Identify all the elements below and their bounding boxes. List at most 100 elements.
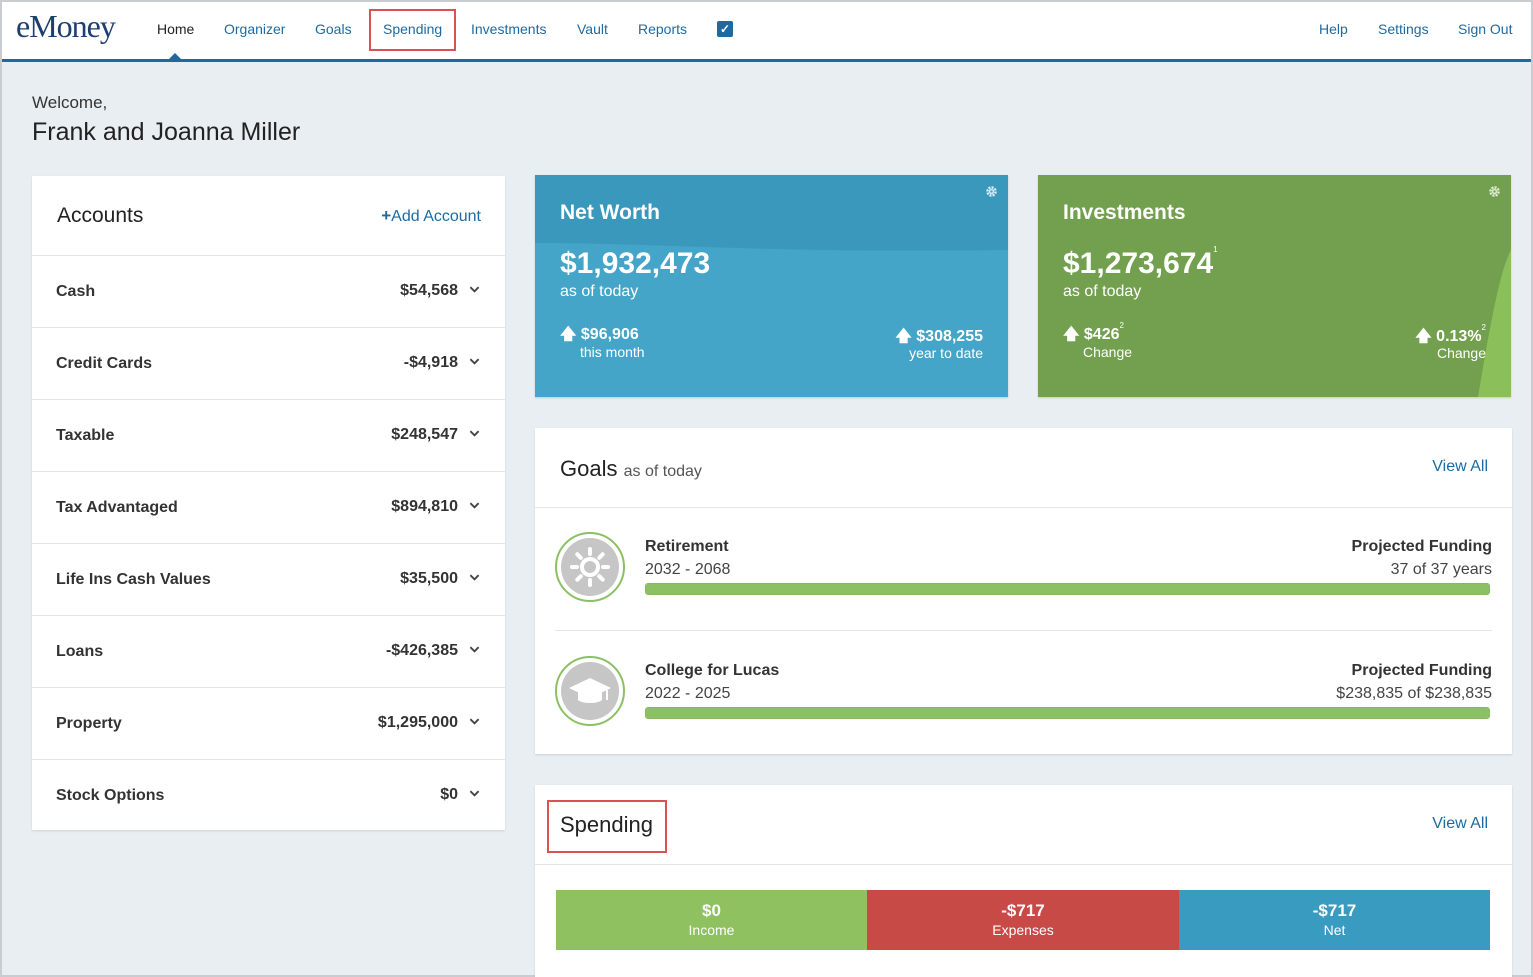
goals-view-all-link[interactable]: View All: [1432, 458, 1488, 475]
investments-amount: $1,273,6741: [1063, 245, 1218, 281]
expenses-value: -$717: [1001, 901, 1045, 920]
investments-settings-gear-icon[interactable]: [1488, 185, 1501, 198]
net-worth-settings-gear-icon[interactable]: [985, 185, 998, 198]
active-nav-indicator: [168, 53, 182, 60]
spending-title-highlight: [547, 800, 667, 853]
account-row[interactable]: Stock Options $0: [32, 760, 505, 832]
goal-projected-label: Projected Funding: [1351, 538, 1492, 555]
net-worth-ytd-label: year to date: [909, 345, 983, 361]
investments-as-of: as of today: [1063, 283, 1142, 300]
goal-retirement[interactable]: Retirement 2032 - 2068 Projected Funding…: [555, 532, 1492, 642]
welcome-greeting: Welcome,: [32, 93, 108, 112]
nav-spending[interactable]: Spending: [383, 21, 443, 37]
chevron-down-icon[interactable]: [469, 428, 480, 439]
goal-progress-fill: [646, 708, 1489, 718]
plus-icon: +: [381, 206, 392, 225]
account-value: -$4,918: [403, 354, 458, 371]
account-row[interactable]: Tax Advantaged $894,810: [32, 472, 505, 544]
net-value: -$717: [1312, 901, 1357, 920]
net-worth-background-wave: [535, 175, 1008, 251]
net-bar[interactable]: -$717 Net: [1179, 890, 1490, 950]
account-row[interactable]: Life Ins Cash Values $35,500: [32, 544, 505, 616]
goals-header: Goals as of today View All: [535, 428, 1512, 508]
accounts-list: Cash $54,568 Credit Cards -$4,918 Taxable $24…: [32, 256, 505, 832]
account-value: $0: [440, 786, 458, 803]
chevron-down-icon[interactable]: [469, 644, 480, 655]
account-row[interactable]: Cash $54,568: [32, 256, 505, 328]
nav-help[interactable]: Help: [1319, 21, 1348, 37]
emoney-logo[interactable]: eMoney: [16, 8, 116, 44]
account-row[interactable]: Taxable $248,547: [32, 400, 505, 472]
account-row[interactable]: Credit Cards -$4,918: [32, 328, 505, 400]
goal-icon-ring: [555, 656, 625, 726]
chevron-down-icon[interactable]: [469, 356, 480, 367]
arrow-up-icon: 🡅: [895, 328, 912, 345]
goal-projected-value: 37 of 37 years: [1390, 561, 1492, 578]
goal-years: 2032 - 2068: [645, 561, 731, 578]
investments-percent-label: Change: [1436, 345, 1486, 361]
account-value: $894,810: [391, 498, 458, 515]
accounts-header: Accounts +Add Account: [32, 176, 505, 256]
investments-value-change: 🡅 $4262: [1063, 321, 1124, 350]
top-nav: eMoney Home Organizer Goals Spending Inv…: [2, 2, 1531, 62]
investments-percent-change: 🡅 0.13%2: [1415, 323, 1486, 352]
spending-header: Spending View All: [535, 785, 1512, 865]
nav-settings[interactable]: Settings: [1378, 21, 1429, 37]
investments-percent-footnote: 2: [1481, 323, 1486, 332]
expenses-bar[interactable]: -$717 Expenses: [867, 890, 1179, 950]
net-worth-as-of: as of today: [560, 283, 639, 300]
account-value: $35,500: [400, 570, 458, 587]
nav-vault[interactable]: Vault: [577, 21, 608, 37]
spending-title: Spending: [560, 812, 653, 837]
nav-sign-out[interactable]: Sign Out: [1458, 21, 1513, 37]
tasks-check-icon[interactable]: ✓: [717, 21, 733, 37]
sun-icon: [570, 547, 610, 587]
goal-divider: [555, 630, 1492, 631]
investments-title: Investments: [1063, 201, 1186, 224]
investments-change-label: Change: [1083, 344, 1133, 360]
net-worth-ytd-value: $308,255: [916, 328, 983, 345]
investments-amount-footnote: 1: [1213, 245, 1218, 254]
account-label: Property: [56, 715, 122, 732]
add-account-button[interactable]: +Add Account: [381, 206, 481, 226]
account-value: -$426,385: [385, 642, 458, 659]
net-worth-ytd-change: 🡅 $308,255: [895, 325, 983, 352]
goal-projected-label: Projected Funding: [1351, 662, 1492, 679]
account-row[interactable]: Loans -$426,385: [32, 616, 505, 688]
goal-projected-value: $238,835 of $238,835: [1336, 685, 1492, 702]
net-worth-month-label: this month: [580, 344, 645, 360]
spending-view-all-link[interactable]: View All: [1432, 815, 1488, 832]
account-row[interactable]: Property $1,295,000: [32, 688, 505, 760]
nav-reports[interactable]: Reports: [638, 21, 688, 37]
account-value: $248,547: [391, 426, 458, 443]
investments-tile[interactable]: Investments $1,273,6741 as of today 🡅 $4…: [1038, 175, 1511, 397]
net-worth-amount: $1,932,473: [560, 247, 711, 280]
account-label: Stock Options: [56, 787, 165, 804]
nav-investments[interactable]: Investments: [471, 21, 547, 37]
arrow-up-icon: 🡅: [1063, 326, 1080, 343]
chevron-down-icon[interactable]: [469, 716, 480, 727]
goal-icon-circle: [561, 662, 619, 720]
nav-home[interactable]: Home: [157, 21, 195, 37]
net-worth-tile[interactable]: Net Worth $1,932,473 as of today 🡅 $96,9…: [535, 175, 1008, 397]
chevron-down-icon[interactable]: [469, 788, 480, 799]
chevron-down-icon[interactable]: [469, 284, 480, 295]
goal-icon-ring: [555, 532, 625, 602]
client-name: Frank and Joanna Miller: [32, 118, 301, 146]
chevron-down-icon[interactable]: [469, 500, 480, 511]
chevron-down-icon[interactable]: [469, 572, 480, 583]
income-bar[interactable]: $0 Income: [556, 890, 867, 950]
net-worth-title: Net Worth: [560, 201, 660, 224]
goals-subtitle: as of today: [623, 463, 702, 480]
arrow-up-icon: 🡅: [1415, 328, 1432, 345]
accounts-title: Accounts: [57, 204, 144, 227]
account-label: Cash: [56, 283, 96, 300]
nav-organizer[interactable]: Organizer: [224, 21, 286, 37]
income-value: $0: [702, 901, 721, 920]
investments-change-footnote: 2: [1119, 321, 1124, 330]
goal-progress-bar: [645, 707, 1490, 719]
goal-college-for-lucas[interactable]: College for Lucas 2022 - 2025 Projected …: [555, 656, 1492, 766]
accounts-card: Accounts +Add Account Cash $54,568 Credit …: [32, 176, 505, 830]
goals-card: Goals as of today View All: [535, 428, 1512, 754]
nav-goals[interactable]: Goals: [315, 21, 352, 37]
